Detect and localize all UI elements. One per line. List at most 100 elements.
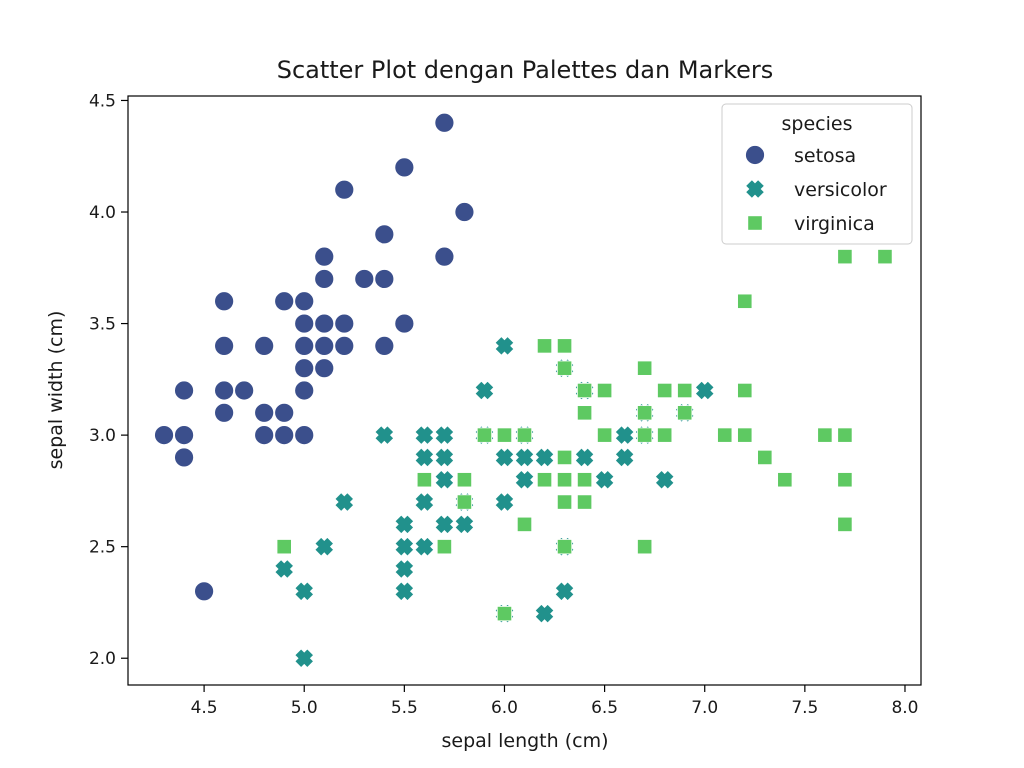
data-point-setosa <box>434 112 455 133</box>
data-point-setosa <box>214 291 235 312</box>
data-point-versicolor <box>294 581 315 602</box>
y-tick-label: 2.0 <box>89 649 116 669</box>
legend-item-versicolor: versicolor <box>745 179 887 201</box>
data-point-virginica <box>677 405 693 421</box>
data-point-setosa <box>234 380 255 401</box>
data-point-virginica <box>637 405 653 421</box>
data-point-versicolor <box>514 447 535 468</box>
legend-title: species <box>782 113 853 135</box>
data-point-setosa <box>294 291 315 312</box>
data-point-versicolor <box>394 514 415 535</box>
data-point-versicolor <box>654 469 675 490</box>
data-point-setosa <box>314 246 335 267</box>
data-point-setosa <box>334 179 355 200</box>
data-point-versicolor <box>454 514 475 535</box>
data-point-virginica <box>597 427 613 443</box>
data-point-virginica <box>516 516 533 532</box>
data-point-setosa <box>374 224 395 245</box>
data-point-setosa <box>174 447 194 468</box>
data-point-versicolor <box>374 425 395 445</box>
data-point-virginica <box>576 382 593 399</box>
x-tick-label: 6.0 <box>491 698 518 718</box>
data-point-setosa <box>314 269 335 289</box>
data-point-setosa <box>214 402 235 423</box>
data-point-versicolor <box>534 603 555 624</box>
data-point-virginica <box>556 472 573 488</box>
data-point-virginica <box>817 427 833 443</box>
data-point-virginica <box>657 427 673 443</box>
data-point-virginica <box>556 539 573 555</box>
data-point-virginica <box>456 494 473 510</box>
data-point-versicolor <box>414 492 435 512</box>
data-point-setosa <box>314 358 335 379</box>
data-point-setosa <box>174 425 194 446</box>
x-tick-label: 7.5 <box>791 698 818 718</box>
data-point-setosa <box>274 425 295 446</box>
x-tick-label: 5.5 <box>391 698 418 718</box>
y-tick-label: 3.0 <box>89 426 116 446</box>
data-point-setosa <box>314 313 335 334</box>
data-point-virginica <box>516 427 533 443</box>
data-point-setosa <box>354 269 375 289</box>
data-point-virginica <box>677 382 693 399</box>
data-point-versicolor <box>494 492 515 512</box>
data-point-virginica <box>576 405 593 421</box>
data-point-virginica <box>276 539 292 555</box>
data-point-virginica <box>737 382 753 399</box>
data-point-setosa <box>434 246 455 267</box>
x-tick-label: 4.5 <box>191 698 218 718</box>
series-setosa <box>154 112 475 602</box>
legend-label-setosa: setosa <box>794 145 856 167</box>
data-point-versicolor <box>574 447 595 468</box>
data-point-virginica <box>556 494 573 510</box>
data-point-virginica <box>496 606 513 622</box>
plot-area <box>154 112 893 669</box>
y-tick-label: 3.5 <box>89 315 116 335</box>
legend-box <box>721 103 913 245</box>
legend-marker-setosa <box>745 145 765 165</box>
data-point-setosa <box>294 380 315 401</box>
data-point-virginica <box>456 472 473 488</box>
data-point-virginica <box>536 472 553 488</box>
data-point-versicolor <box>434 425 455 445</box>
data-point-virginica <box>536 338 553 354</box>
data-point-setosa <box>294 358 315 379</box>
data-point-versicolor <box>334 492 355 512</box>
data-point-versicolor <box>534 447 555 468</box>
data-point-versicolor <box>434 514 455 535</box>
x-axis-label: sepal length (cm) <box>442 730 609 752</box>
data-point-versicolor <box>474 380 495 401</box>
data-point-virginica <box>777 472 793 488</box>
x-tick-label: 6.5 <box>591 698 618 718</box>
data-point-virginica <box>496 427 513 443</box>
data-point-virginica <box>737 427 753 443</box>
data-point-versicolor <box>394 559 415 579</box>
chart-title: Scatter Plot dengan Palettes dan Markers <box>277 56 774 84</box>
y-axis: 2.0 2.5 3.0 3.5 4.0 4.5 <box>89 91 128 669</box>
data-point-virginica <box>637 427 653 443</box>
data-point-setosa <box>214 380 235 401</box>
x-tick-label: 8.0 <box>891 698 918 718</box>
data-point-virginica <box>436 539 452 555</box>
data-point-virginica <box>637 539 653 555</box>
data-point-virginica <box>757 449 773 466</box>
plot-frame <box>127 95 922 686</box>
data-point-virginica <box>837 249 853 265</box>
x-axis: 4.5 5.0 5.5 6.0 6.5 7.0 7.5 8.0 <box>191 685 919 718</box>
data-point-setosa <box>334 335 355 356</box>
data-point-versicolor <box>394 536 415 557</box>
data-point-virginica <box>637 360 653 376</box>
data-point-versicolor <box>554 581 575 602</box>
data-point-setosa <box>314 335 335 356</box>
legend-item-virginica: virginica <box>747 213 875 235</box>
data-point-virginica <box>737 293 753 309</box>
data-point-virginica <box>556 338 573 354</box>
data-point-setosa <box>294 313 315 334</box>
data-point-setosa <box>454 202 475 222</box>
data-point-setosa <box>254 425 275 446</box>
data-point-setosa <box>214 335 235 356</box>
data-point-virginica <box>837 427 853 443</box>
legend-item-setosa: setosa <box>745 145 856 167</box>
series-versicolor <box>274 336 715 669</box>
